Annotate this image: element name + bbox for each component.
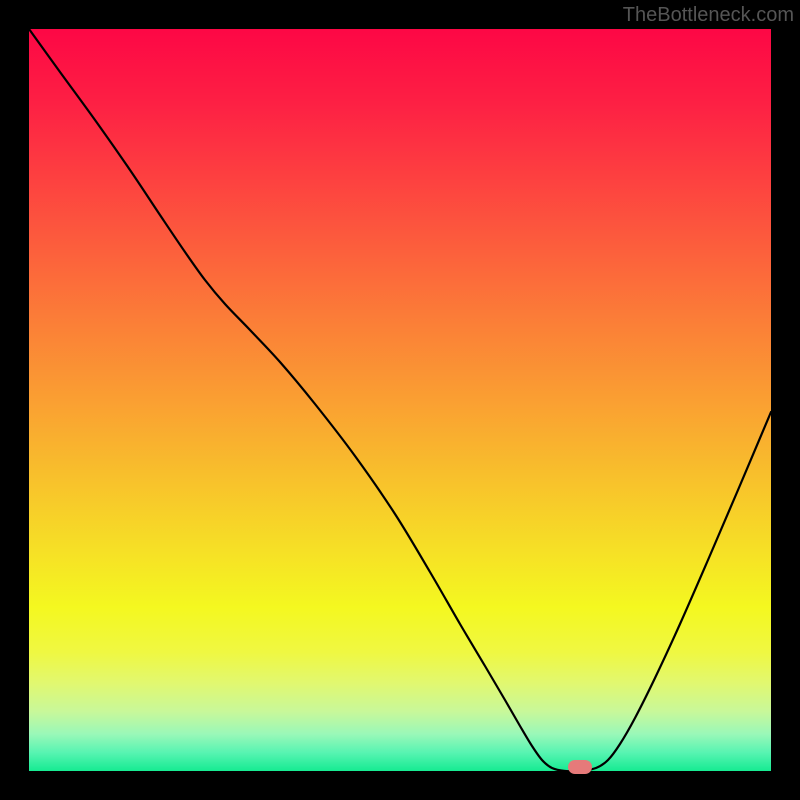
- chart-container: TheBottleneck.com: [0, 0, 800, 800]
- optimal-point-marker: [568, 760, 592, 774]
- watermark-text: TheBottleneck.com: [623, 4, 794, 27]
- plot-gradient-background: [29, 29, 771, 771]
- bottleneck-chart: [0, 0, 800, 800]
